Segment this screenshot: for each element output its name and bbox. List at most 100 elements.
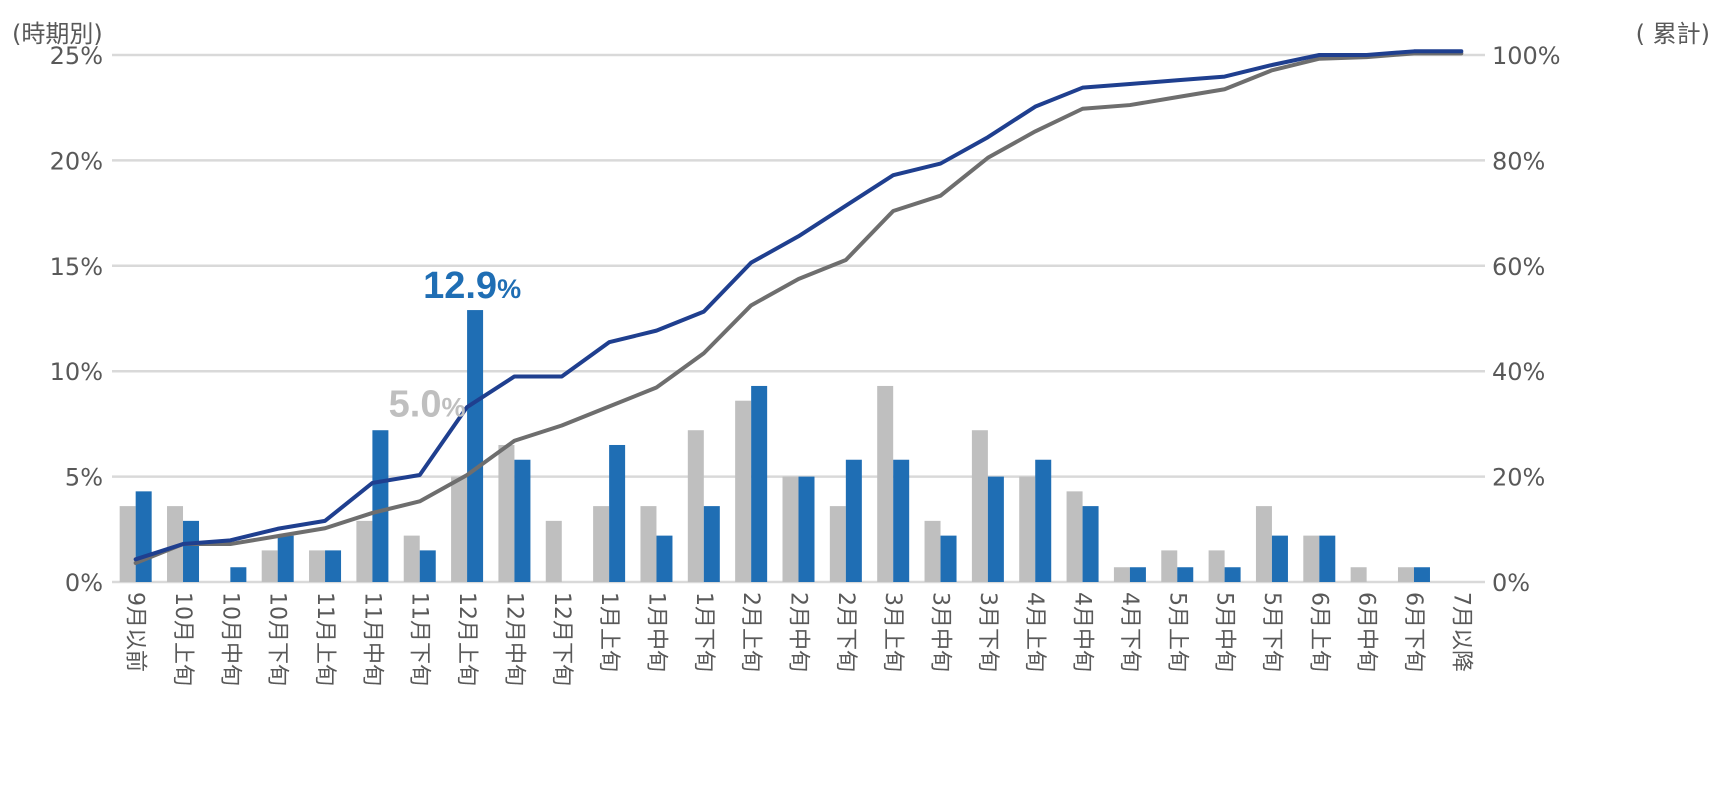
blue-bar [1177, 567, 1194, 582]
blue-bar [1224, 567, 1241, 582]
right-axis-ticks: 0% 20% 40% 60% 80% 100% [1492, 42, 1561, 597]
gray-bar [1161, 550, 1178, 582]
category-label: 10月下旬 [265, 592, 290, 686]
category-label: 4月中旬 [1070, 592, 1095, 672]
category-label: 2月上旬 [738, 592, 763, 672]
gray-bar [1208, 550, 1225, 582]
gray-bar [403, 535, 420, 582]
blue-bar [183, 520, 200, 582]
gray-bar [829, 506, 846, 582]
gray-bar [356, 520, 373, 582]
gray-bar [924, 520, 941, 582]
blue-bar [987, 476, 1004, 582]
left-tick-label: 20% [50, 147, 103, 175]
category-label: 9月以前 [123, 592, 148, 672]
blue-cumulative-line [133, 49, 1464, 562]
category-label: 11月下旬 [407, 592, 432, 686]
category-labels: 9月以前 10月上旬 10月中旬 10月下旬 11月上旬 11月中旬 11月下旬 12月上旬 1… [123, 592, 1474, 686]
category-label: 3月上旬 [880, 592, 905, 672]
gray-bar [640, 506, 657, 582]
gray-bar [593, 506, 610, 582]
gray-bar [167, 506, 184, 582]
right-axis-title: ( 累計) [1636, 20, 1710, 48]
blue-bar [1035, 459, 1052, 582]
blue-bar [135, 491, 152, 582]
category-label: 3月中旬 [928, 592, 953, 672]
category-label: 3月下旬 [975, 592, 1000, 672]
left-tick-label: 0% [65, 569, 103, 597]
left-axis-title: (時期別) [12, 20, 103, 48]
category-label: 2月下旬 [833, 592, 858, 672]
annotations: 12.9% 5.0% [389, 265, 521, 426]
gray-bar [545, 520, 562, 582]
left-tick-label: 10% [50, 358, 103, 386]
left-tick-label: 5% [65, 464, 103, 492]
blue-bar [751, 385, 768, 582]
blue-bar [1082, 506, 1099, 582]
gray-bar [309, 550, 326, 582]
category-label: 6月中旬 [1354, 592, 1379, 672]
blue-bar [1319, 535, 1336, 582]
blue-bar [703, 506, 720, 582]
right-tick-label: 0% [1492, 569, 1530, 597]
blue-bar [1129, 567, 1146, 582]
blue-bar [1271, 535, 1288, 582]
blue-bar [372, 430, 389, 582]
gray-bar [451, 476, 468, 582]
category-label: 5月下旬 [1259, 592, 1284, 672]
category-label: 10月中旬 [217, 592, 242, 686]
right-tick-label: 20% [1492, 464, 1545, 492]
left-axis-ticks: 0% 5% 10% 15% 20% 25% [50, 42, 103, 597]
category-label: 11月中旬 [359, 592, 384, 686]
gray-bar [1255, 506, 1272, 582]
category-label: 5月上旬 [1164, 592, 1189, 672]
blue-bar [609, 444, 626, 582]
category-label: 6月下旬 [1401, 592, 1426, 672]
category-label: 12月中旬 [501, 592, 526, 686]
category-label: 12月下旬 [549, 592, 574, 686]
peak-gray-annotation: 5.0% [389, 384, 466, 426]
gray-cumulative-line [133, 51, 1464, 566]
gray-bar [1066, 491, 1083, 582]
category-label: 11月上旬 [312, 592, 337, 686]
category-label: 7月以降 [1448, 592, 1473, 672]
blue-bar [940, 535, 957, 582]
gray-bar [782, 476, 799, 582]
blue-bar [325, 550, 342, 582]
gray-bar [1113, 567, 1130, 582]
category-label: 10月上旬 [170, 592, 195, 686]
right-tick-label: 40% [1492, 358, 1545, 386]
gray-bar [261, 550, 278, 582]
category-label: 5月中旬 [1212, 592, 1237, 672]
gray-bar [498, 444, 515, 582]
blue-bar [845, 459, 862, 582]
gray-bar [877, 385, 894, 582]
gray-bar [971, 430, 988, 582]
cumulative-lines [133, 49, 1464, 566]
left-tick-label: 15% [50, 253, 103, 281]
category-label: 2月中旬 [786, 592, 811, 672]
category-label: 12月上旬 [454, 592, 479, 686]
category-label: 4月上旬 [1022, 592, 1047, 672]
category-label: 6月上旬 [1306, 592, 1331, 672]
blue-bar [277, 535, 294, 582]
blue-bar [467, 310, 484, 582]
bars [119, 310, 1430, 582]
blue-bar [798, 476, 815, 582]
gray-bar [1303, 535, 1320, 582]
peak-blue-annotation: 12.9% [423, 265, 521, 307]
gray-bar [119, 506, 136, 582]
gray-bar [1350, 567, 1367, 582]
blue-bar [1413, 567, 1430, 582]
gray-bar [735, 400, 752, 582]
right-tick-label: 60% [1492, 253, 1545, 281]
blue-bar [419, 550, 436, 582]
category-label: 1月上旬 [596, 592, 621, 672]
right-tick-label: 100% [1492, 42, 1561, 70]
category-label: 1月下旬 [691, 592, 716, 672]
left-tick-label: 25% [50, 42, 103, 70]
blue-bar [656, 535, 673, 582]
blue-bar [514, 459, 531, 582]
gray-bar [1397, 567, 1414, 582]
